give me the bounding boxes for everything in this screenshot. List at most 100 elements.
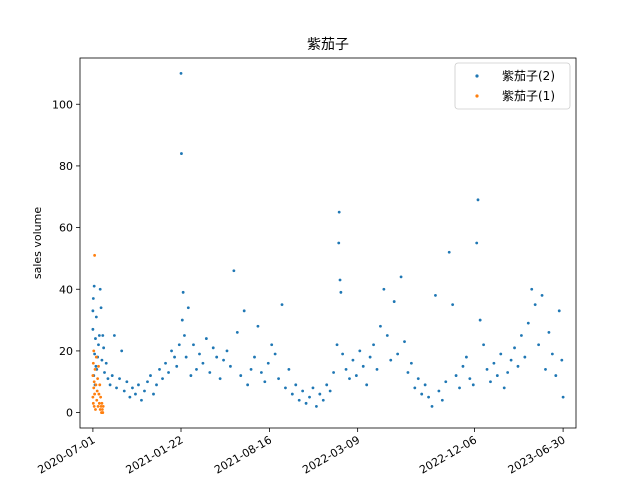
data-point [175, 364, 179, 368]
data-point [308, 395, 311, 399]
legend-box [454, 62, 571, 110]
data-point [97, 364, 100, 368]
data-point [225, 349, 229, 353]
data-point [465, 355, 468, 359]
data-point [229, 364, 232, 368]
data-point [325, 383, 329, 387]
data-point [242, 309, 246, 313]
data-point [489, 380, 492, 384]
data-point [416, 377, 420, 381]
data-point [177, 343, 181, 347]
data-point [523, 355, 527, 359]
data-point [341, 352, 345, 356]
data-point [277, 377, 280, 381]
data-point [94, 364, 98, 368]
data-point [287, 368, 291, 371]
data-marks [91, 72, 565, 414]
data-point [468, 377, 472, 381]
data-point [198, 352, 201, 356]
data-point [368, 355, 372, 359]
data-point [131, 386, 134, 390]
data-point [482, 343, 485, 347]
data-point [239, 374, 243, 377]
series-2 [91, 253, 105, 414]
data-point [471, 383, 475, 387]
data-point [332, 371, 335, 374]
data-point [485, 368, 489, 371]
data-point [100, 401, 104, 405]
data-point [115, 386, 118, 390]
data-point [318, 392, 322, 396]
data-point [91, 401, 95, 405]
data-point [284, 386, 287, 390]
data-point [104, 361, 108, 365]
y-tick-label: 80 [59, 160, 73, 173]
data-point [103, 371, 106, 374]
data-point [110, 374, 114, 377]
data-point [361, 364, 365, 368]
data-point [423, 383, 427, 387]
data-point [403, 340, 406, 344]
data-point [506, 371, 510, 374]
data-point [189, 374, 193, 377]
data-point [476, 198, 480, 202]
data-point [118, 377, 121, 381]
data-point [256, 324, 260, 328]
data-point [97, 401, 101, 405]
data-point [232, 269, 236, 273]
data-point [335, 343, 339, 347]
plot-frame [79, 57, 577, 429]
data-point [409, 361, 413, 365]
data-point [98, 408, 102, 411]
data-point [344, 368, 348, 371]
data-point [537, 343, 541, 347]
data-point [94, 315, 98, 319]
data-point [93, 392, 97, 396]
legend-label-series-1: 紫茄子(1) [502, 89, 555, 103]
data-point [101, 411, 105, 414]
data-point [430, 405, 434, 408]
y-tick-label: 0 [66, 407, 73, 420]
data-point [173, 355, 176, 359]
data-point [492, 361, 496, 365]
data-point [413, 386, 417, 390]
data-point [93, 368, 97, 371]
data-point [215, 355, 219, 359]
data-point [92, 380, 96, 384]
data-point [385, 334, 389, 337]
data-point [137, 383, 140, 387]
data-point [195, 368, 198, 371]
data-point [112, 334, 116, 337]
data-point [454, 374, 458, 377]
data-point [365, 383, 369, 387]
data-point [100, 358, 104, 362]
data-point [91, 327, 95, 331]
data-point [451, 303, 455, 307]
data-point [152, 392, 155, 396]
data-point [348, 377, 351, 381]
data-point [98, 383, 102, 387]
data-point [516, 364, 520, 368]
data-point [297, 398, 301, 402]
data-point [544, 368, 547, 371]
legend-marker-series-2 [475, 74, 479, 78]
legend-label-series-2: 紫茄子(2) [502, 69, 555, 83]
y-tick-label: 100 [52, 98, 73, 111]
data-point [509, 358, 513, 362]
data-point [461, 364, 465, 368]
data-point [475, 241, 479, 245]
data-point [304, 401, 308, 405]
y-tick-label: 20 [59, 345, 73, 358]
data-point [146, 380, 149, 384]
y-tick-label: 40 [59, 283, 73, 296]
data-point [122, 389, 126, 393]
data-point [94, 383, 98, 387]
data-point [91, 297, 95, 300]
data-point [91, 309, 95, 313]
data-point [96, 377, 100, 381]
data-point [97, 334, 101, 337]
data-point [99, 405, 103, 408]
data-point [218, 377, 222, 381]
data-point [266, 361, 270, 365]
data-point [437, 389, 441, 393]
